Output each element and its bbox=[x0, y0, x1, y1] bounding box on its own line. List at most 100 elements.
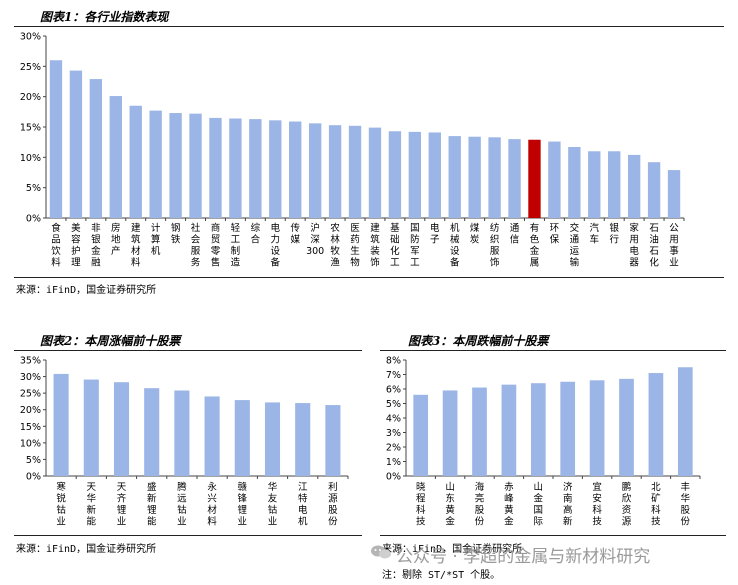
y-tick-label: 15% bbox=[20, 422, 41, 433]
y-tick-label: 30% bbox=[20, 32, 41, 43]
x-tick-label: 利源股份 bbox=[328, 481, 338, 528]
bar bbox=[472, 387, 487, 476]
bar bbox=[413, 394, 429, 476]
bar bbox=[149, 110, 162, 218]
y-tick-label: 5% bbox=[26, 455, 41, 466]
x-tick-label: 食品饮料 bbox=[51, 222, 61, 269]
chart-top-gainers: 0% 5% 10% 15% 20% 25% 30% 35% 寒锐钴业 天华新能 天齐锂业 盛新锂能 腾远… bbox=[20, 356, 349, 528]
figure3-title-rule bbox=[380, 350, 726, 351]
bar bbox=[468, 136, 481, 218]
x-tick-label: 鹏欣资源 bbox=[622, 481, 632, 528]
y-tick-label: 25% bbox=[20, 389, 41, 400]
x-tick-label: 基础化工 bbox=[390, 222, 400, 269]
x-tick-label: 电力设备 bbox=[271, 222, 281, 269]
x-tick-label: 建筑装饰 bbox=[370, 222, 380, 269]
x-tick-label: 非银金融 bbox=[91, 222, 101, 269]
x-tick-label: 华友钴业 bbox=[268, 481, 278, 528]
bar bbox=[249, 119, 262, 218]
bar bbox=[677, 367, 693, 476]
x-tick-label: 江特电机 bbox=[298, 482, 308, 528]
bar bbox=[295, 403, 311, 476]
x-tick-label: 纺织服饰 bbox=[490, 222, 500, 269]
bar bbox=[667, 170, 681, 218]
y-tick-label: 2% bbox=[386, 443, 401, 454]
x-tick-label: 赣锋锂业 bbox=[238, 481, 248, 528]
bar bbox=[488, 137, 501, 218]
bar bbox=[428, 132, 441, 218]
y-tick-label: 7% bbox=[386, 370, 401, 381]
figure3-source: 来源：iFinD，国金证券研究所 bbox=[382, 544, 523, 555]
x-tick-label: 银行 bbox=[609, 222, 619, 246]
figure2-title: 图表2：本周涨幅前十股票 bbox=[40, 334, 181, 348]
figure1-source: 来源：iFinD，国金证券研究所 bbox=[16, 285, 157, 296]
bar bbox=[289, 121, 302, 218]
x-tick-label: 山东黄金 bbox=[445, 482, 455, 528]
bar bbox=[608, 151, 621, 218]
bar bbox=[229, 118, 242, 218]
bar bbox=[501, 384, 517, 476]
bar bbox=[328, 125, 342, 218]
x-tick-label: 海亮股份 bbox=[475, 481, 485, 528]
x-tick-label: 济南高新 bbox=[563, 481, 573, 528]
bar bbox=[589, 380, 605, 476]
bar bbox=[442, 390, 458, 476]
x-tick-label: 天华新能 bbox=[87, 482, 97, 528]
bar bbox=[53, 373, 69, 476]
x-tick-label: 晓程科技 bbox=[416, 481, 426, 528]
y-tick-label: 35% bbox=[20, 356, 41, 367]
y-tick-label: 4% bbox=[386, 414, 401, 425]
x-tick-label: 家用电器 bbox=[629, 222, 639, 269]
y-tick-label: 10% bbox=[20, 153, 41, 164]
watermark-text: 公众号 · 李超的金属与新材料研究 bbox=[396, 547, 651, 567]
bar bbox=[204, 396, 220, 476]
bar bbox=[627, 154, 641, 218]
x-tick-label: 社会服务 bbox=[191, 222, 201, 269]
bar bbox=[169, 113, 182, 218]
figure2-bottom-rule bbox=[14, 535, 362, 536]
bar bbox=[647, 162, 661, 218]
x-tick-label: 天齐锂业 bbox=[117, 482, 127, 528]
figure1-title-rule bbox=[14, 26, 724, 27]
figure1-title: 图表1：各行业指数表现 bbox=[40, 10, 169, 24]
y-tick-label: 5% bbox=[26, 183, 41, 194]
y-tick-label: 3% bbox=[386, 428, 401, 439]
wechat-icon bbox=[371, 545, 391, 559]
bar bbox=[83, 379, 99, 476]
x-tick-label: 医药生物 bbox=[350, 223, 360, 269]
x-tick-label: 电子 bbox=[430, 222, 440, 246]
chart-industry-index: 0% 5% 10% 15% 20% 25% 30% 食品饮料美容护理非银金融房地产建筑材料计算… bbox=[20, 32, 685, 269]
y-tick-label: 20% bbox=[20, 92, 41, 103]
x-tick-label: 盛新锂能 bbox=[147, 481, 157, 528]
figure2-source: 来源：iFinD，国金证券研究所 bbox=[16, 544, 157, 555]
x-tick-label: 商贸零售 bbox=[211, 222, 221, 269]
x-tick-label: 有色金属 bbox=[530, 222, 540, 269]
y-tick-label: 6% bbox=[386, 385, 401, 396]
bar bbox=[308, 123, 322, 218]
figure2-title-rule bbox=[14, 350, 362, 351]
x-tick-label: 通信 bbox=[510, 223, 520, 246]
y-tick-label: 25% bbox=[20, 62, 41, 73]
bar bbox=[269, 120, 282, 218]
figure3-title: 图表3：本周跌幅前十股票 bbox=[408, 334, 549, 348]
x-tick-label: 腾远钴业 bbox=[177, 481, 187, 528]
x-tick-label: 汽车 bbox=[590, 222, 600, 246]
figure3-bottom-rule bbox=[380, 535, 726, 536]
x-tick-label: 交通运输 bbox=[570, 222, 580, 269]
y-tick-label: 8% bbox=[386, 356, 401, 367]
y-tick-label: 1% bbox=[386, 457, 401, 468]
x-tick-label: 综合 bbox=[251, 222, 261, 246]
bar bbox=[325, 405, 341, 476]
x-tick-label: 传媒 bbox=[290, 222, 300, 246]
x-tick-label: 寒锐钴业 bbox=[56, 481, 66, 528]
bar bbox=[548, 141, 561, 218]
y-tick-label: 5% bbox=[386, 399, 401, 410]
bar bbox=[368, 127, 382, 218]
bar bbox=[388, 131, 402, 218]
bar bbox=[209, 117, 222, 218]
bar bbox=[234, 400, 250, 476]
bar bbox=[528, 139, 541, 218]
x-tick-label: 煤炭 bbox=[470, 222, 480, 246]
y-tick-label: 0% bbox=[386, 472, 401, 483]
x-tick-label: 机械设备 bbox=[450, 222, 460, 269]
bar bbox=[508, 139, 521, 218]
